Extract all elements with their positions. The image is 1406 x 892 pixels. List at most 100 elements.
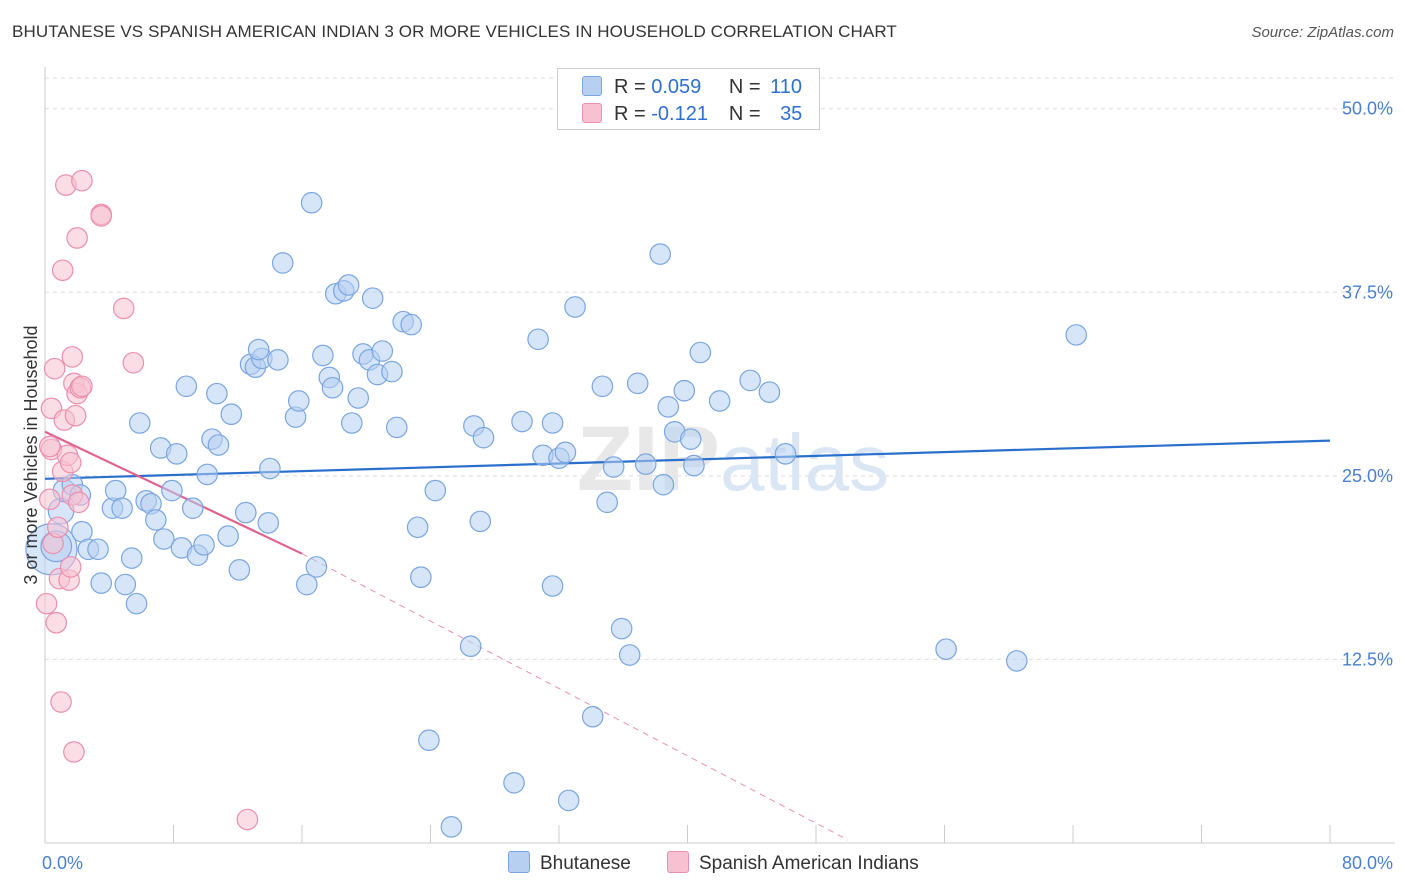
bhutanese-point [145, 509, 167, 531]
bhutanese-point [206, 382, 228, 405]
spanish-american-indian-point [61, 346, 84, 368]
bhutanese-point [120, 547, 143, 569]
bhutanese-point [527, 328, 549, 351]
bhutanese-point [87, 538, 109, 561]
bhutanese-point [128, 412, 151, 434]
legend-item-spanish-american-indians[interactable]: Spanish American Indians [667, 851, 919, 875]
spanish-american-indian-point [59, 451, 82, 474]
spanish-trend-extension [301, 553, 849, 841]
bhutanese-point [610, 617, 633, 640]
spanish-american-indian-point [43, 357, 66, 380]
spanish-american-indian-point [50, 691, 72, 713]
spanish-american-indian-point [67, 491, 90, 514]
bhutanese-point [459, 635, 482, 658]
legend-swatch-blue [508, 851, 530, 873]
legend-row-bhutanese: R = 0.059 N = 110 [582, 76, 802, 100]
bhutanese-point [296, 573, 318, 596]
bhutanese-point [111, 497, 133, 519]
bhutanese-point [581, 705, 604, 728]
bhutanese-point [90, 572, 113, 594]
spanish-american-indian-point [236, 808, 259, 831]
bhutanese-point [469, 510, 492, 533]
x-tick-label: 0.0% [42, 853, 83, 873]
bhutanese-point [774, 443, 797, 465]
bhutanese-point [371, 340, 394, 362]
bhutanese-point [596, 491, 618, 514]
bhutanese-point [165, 443, 188, 465]
bhutanese-point [287, 390, 310, 412]
bhutanese-point [300, 191, 323, 214]
series-legend: Bhutanese Spanish American Indians [0, 851, 1406, 877]
bhutanese-point [626, 372, 649, 395]
bhutanese-point [361, 287, 384, 309]
legend-n-value: 35 [780, 103, 803, 125]
bhutanese-point [381, 360, 403, 383]
bhutanese-point [602, 456, 625, 478]
spanish-american-indian-point [63, 741, 85, 763]
bhutanese-point [312, 344, 334, 367]
bhutanese-point [935, 638, 957, 660]
spanish-american-indian-point [71, 169, 93, 192]
watermark-atlas: atlas [720, 418, 889, 507]
spanish-american-indian-point [45, 611, 68, 634]
bhutanese-point [220, 403, 243, 425]
bhutanese-point [472, 426, 495, 449]
legend-r-value: -0.121 [651, 103, 708, 125]
legend-row-spanish: R = -0.121 N = 35 [582, 103, 802, 127]
spanish-american-indian-point [71, 375, 93, 398]
legend-r-label: R = [614, 103, 646, 125]
bhutanese-point [541, 412, 564, 434]
legend-r-value: 0.059 [651, 76, 702, 98]
y-axis-title: 3 or more Vehicles in Household [21, 325, 41, 584]
spanish-american-indian-point [35, 592, 58, 615]
bhutanese-point [418, 729, 440, 751]
bhutanese-point [347, 387, 370, 409]
y-tick-label: 37.5% [1342, 282, 1393, 302]
bhutanese-point [564, 296, 586, 318]
source-label: Source: ZipAtlas.com [1251, 24, 1394, 41]
tick-labels: 12.5% 25.0% 37.5% 50.0% 0.0% 80.0% [42, 99, 1393, 873]
spanish-american-indian-point [51, 259, 74, 282]
correlation-legend: R = 0.059 N = 110 R = -0.121 N = 35 [557, 68, 820, 130]
bhutanese-point [234, 501, 257, 524]
bhutanese-point [385, 416, 408, 439]
bhutanese-point [125, 592, 148, 615]
bhutanese-point [634, 453, 657, 475]
y-tick-label: 25.0% [1342, 466, 1393, 486]
y-tick-label: 12.5% [1342, 649, 1393, 669]
bhutanese-point [114, 573, 137, 596]
bhutanese-point [207, 434, 230, 456]
bhutanese-point [440, 816, 463, 838]
bhutanese-point [305, 556, 328, 578]
spanish-american-indian-point [39, 435, 61, 458]
bhutanese-point [259, 457, 281, 480]
bhutanese-point [271, 252, 294, 274]
bhutanese-point [321, 376, 344, 399]
bhutanese-point [657, 396, 680, 418]
spanish-american-indian-point [90, 205, 113, 227]
legend-n-label: N = [728, 103, 761, 125]
bhutanese-point [196, 463, 219, 486]
bhutanese-point [673, 379, 696, 402]
bhutanese-point [340, 412, 363, 434]
legend-item-bhutanese[interactable]: Bhutanese [508, 851, 631, 875]
spanish-american-indian-point [64, 404, 87, 427]
y-tick-label: 50.0% [1342, 99, 1393, 119]
spanish-american-indian-point [59, 556, 82, 578]
bhutanese-point [618, 644, 641, 666]
spanish-american-indian-point [112, 297, 135, 320]
bhutanese-point [410, 566, 432, 588]
spanish-american-indian-point [47, 516, 69, 539]
bhutanese-point [557, 789, 580, 812]
legend-label: Spanish American Indians [699, 853, 919, 874]
bhutanese-point [400, 313, 423, 336]
bhutanese-point [652, 473, 675, 496]
legend-n-value: 110 [770, 76, 802, 98]
bhutanese-point [503, 771, 525, 794]
bhutanese-point [267, 349, 289, 371]
bhutanese-point [591, 375, 614, 398]
spanish-american-indian-point [39, 488, 61, 511]
spanish-american-indian-point [122, 351, 145, 374]
legend-swatch-blue [582, 76, 602, 96]
bhutanese-point [511, 410, 533, 433]
